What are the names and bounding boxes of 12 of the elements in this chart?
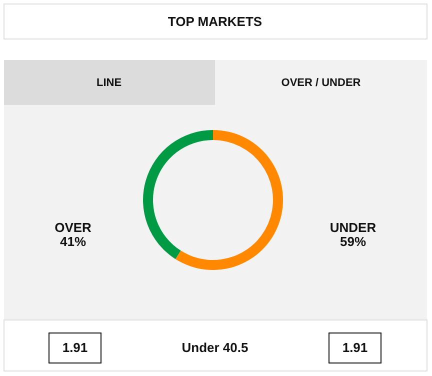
slice-label: UNDER <box>330 220 377 235</box>
text: Under 40.5 <box>182 340 248 355</box>
data-label: 59% <box>340 234 366 249</box>
text: LINE <box>96 77 122 89</box>
text: 1.91 <box>342 340 368 355</box>
donut-slice <box>143 130 213 260</box>
text: OVER / UNDER <box>281 77 361 89</box>
data-label: 41% <box>60 234 86 249</box>
donut-slice <box>175 130 283 270</box>
chart-title: TOP MARKETS <box>168 14 262 29</box>
text: 1.91 <box>62 340 88 355</box>
slice-label: OVER <box>54 220 92 235</box>
